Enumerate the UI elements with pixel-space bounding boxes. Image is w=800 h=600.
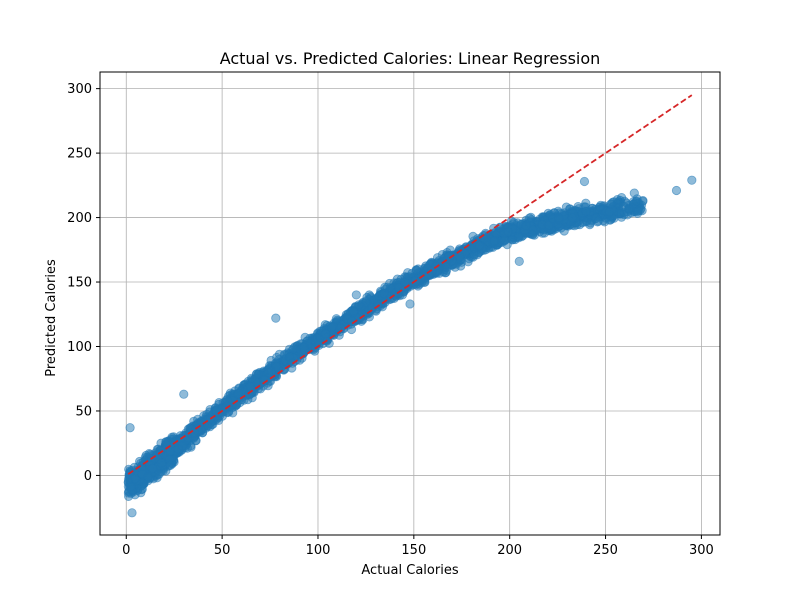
x-tick-label: 150 (401, 543, 426, 558)
chart-title: Actual vs. Predicted Calories: Linear Re… (220, 49, 601, 68)
data-point (385, 283, 395, 293)
data-point (581, 198, 591, 208)
data-point (179, 389, 189, 399)
axes-frame (99, 71, 721, 536)
x-tick-label: 50 (214, 543, 231, 558)
data-point (233, 388, 243, 399)
data-point (671, 185, 682, 196)
data-point (503, 227, 513, 237)
data-point (442, 262, 452, 272)
data-point (354, 300, 364, 310)
x-tick-label: 250 (593, 543, 618, 558)
y-tick-label: 100 (67, 340, 92, 355)
data-point (148, 463, 158, 474)
data-point (553, 213, 564, 223)
data-point (581, 206, 591, 216)
data-point (579, 176, 590, 187)
x-tick-label: 100 (306, 543, 331, 558)
data-point (127, 508, 137, 518)
data-point (156, 458, 166, 468)
data-point (271, 361, 281, 372)
data-point (567, 213, 578, 223)
data-point (260, 375, 270, 385)
x-tick-label: 200 (497, 543, 522, 558)
data-point (203, 421, 213, 431)
data-point (474, 240, 485, 251)
y-axis-label: Predicted Calories (44, 259, 59, 377)
data-point (455, 252, 465, 262)
data-point (177, 441, 187, 451)
data-point (326, 322, 337, 332)
y-tick-label: 300 (67, 82, 92, 97)
data-point (544, 220, 554, 230)
data-point (521, 221, 531, 231)
data-point (638, 196, 648, 206)
data-point (405, 299, 415, 309)
data-point (274, 349, 285, 359)
data-point (633, 206, 643, 216)
plot-area: 0 50 100 150 200 250 300 0 50 100 150 200 250 300 (67, 71, 721, 558)
y-tick-label: 150 (67, 276, 92, 291)
data-point (379, 288, 389, 299)
data-point (130, 474, 140, 484)
x-tick-label: 300 (689, 543, 714, 558)
data-point (351, 290, 361, 300)
data-point (604, 207, 614, 217)
data-point (411, 265, 421, 275)
y-tick-label: 250 (67, 147, 92, 162)
data-point (687, 175, 697, 185)
data-point (514, 256, 524, 267)
data-point (263, 367, 273, 378)
y-tick-label: 50 (75, 404, 92, 419)
data-point (154, 469, 164, 479)
data-point (271, 313, 281, 323)
data-point (299, 342, 309, 352)
data-point (214, 415, 224, 425)
data-point (500, 236, 510, 246)
data-point (595, 202, 605, 212)
data-point (629, 188, 639, 198)
data-point (593, 216, 603, 226)
data-point (161, 437, 171, 447)
data-point (245, 382, 256, 392)
y-tick-label: 200 (67, 211, 92, 226)
data-point (624, 204, 634, 214)
data-point (527, 230, 538, 240)
x-tick-label: 0 (122, 543, 130, 558)
data-point (223, 396, 233, 407)
data-point (165, 460, 175, 470)
data-point (126, 482, 136, 492)
data-point (489, 236, 499, 246)
data-point (125, 423, 135, 433)
data-point (246, 373, 257, 383)
data-point (320, 329, 331, 339)
reference-line (127, 94, 693, 475)
data-point (507, 235, 518, 245)
data-point (348, 306, 359, 316)
x-axis-label: Actual Calories (361, 563, 458, 578)
y-tick-label: 0 (84, 469, 92, 484)
data-point (612, 195, 623, 205)
data-point (143, 472, 153, 482)
data-point (288, 344, 298, 354)
data-point (431, 261, 441, 271)
data-point (331, 314, 341, 324)
